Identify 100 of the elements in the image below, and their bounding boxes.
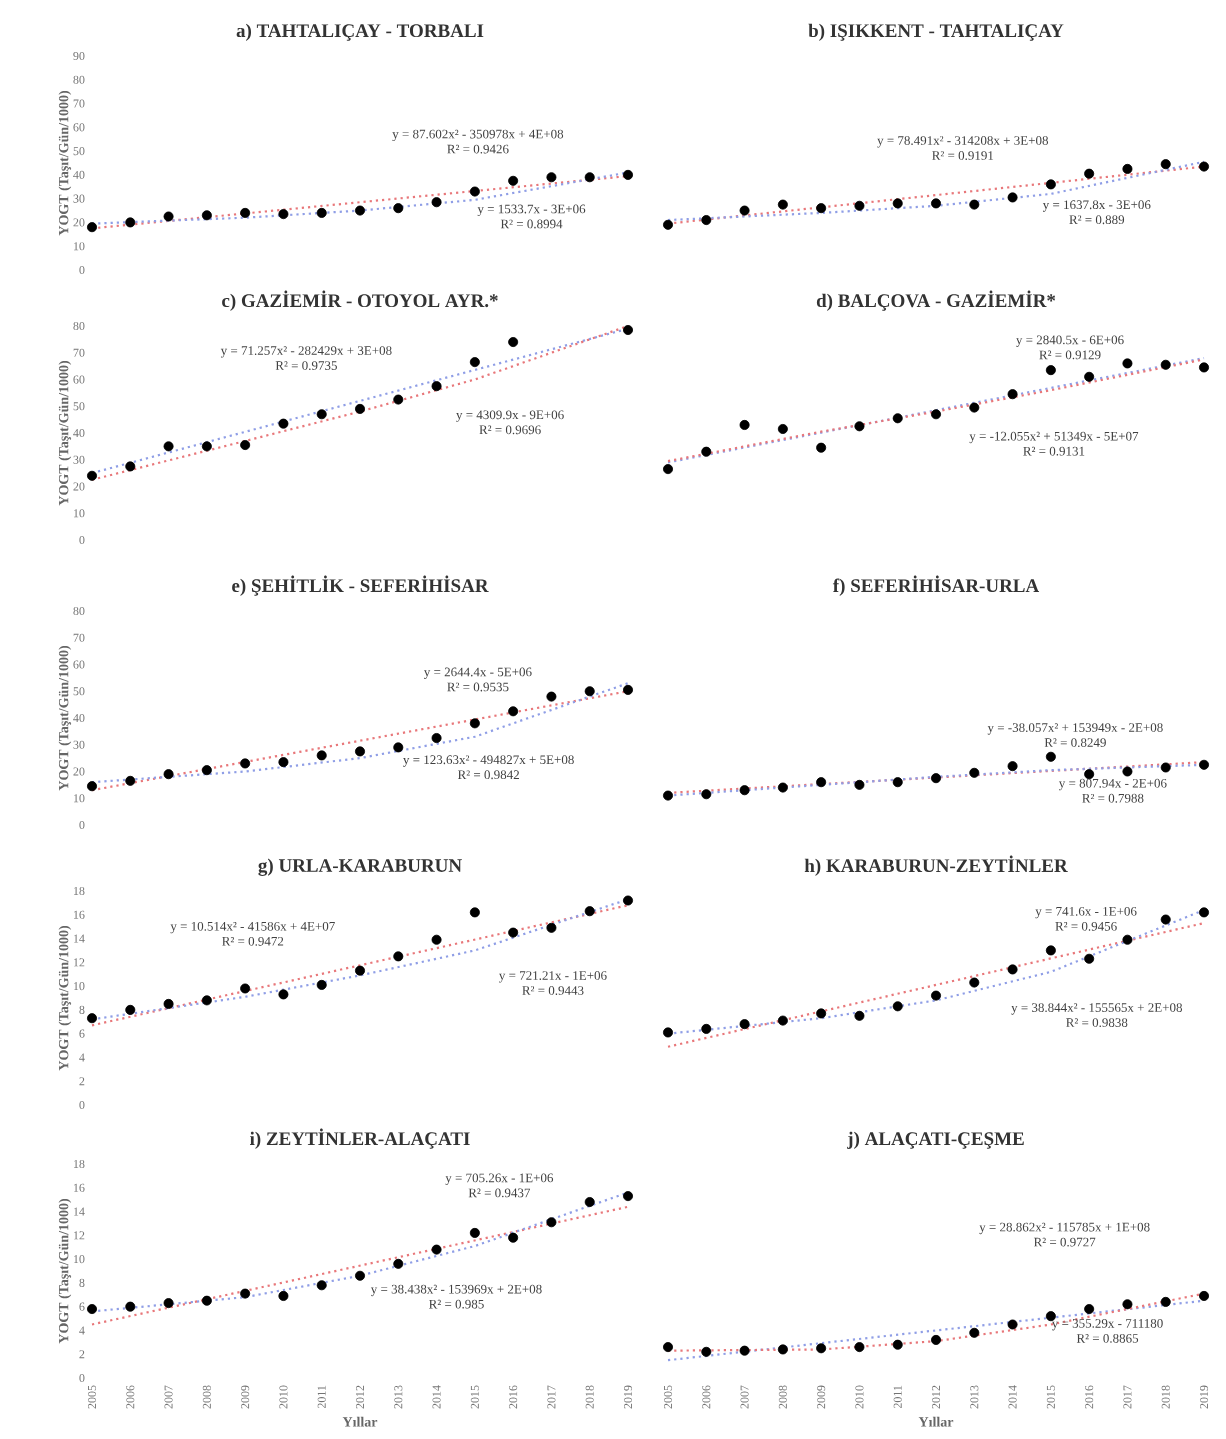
y-tick-label: 20: [73, 482, 85, 491]
point: [1007, 1319, 1018, 1330]
point: [1160, 359, 1171, 370]
point: [892, 1339, 903, 1350]
point: [1045, 945, 1056, 956]
y-tick-label: 50: [73, 687, 85, 696]
y-tick-label: 16: [74, 910, 85, 919]
chart-title: b) IŞIKKENT - TAHTALIÇAY: [808, 23, 1064, 41]
point: [393, 1258, 404, 1269]
annotation: R² = 0.9472: [222, 936, 284, 946]
annotation: R² = 0.9456: [1055, 921, 1117, 931]
annotation: y = 2644.4x - 5E+06: [423, 667, 532, 679]
point: [355, 403, 365, 414]
point: [1045, 1311, 1056, 1322]
point: [201, 765, 212, 776]
point: [431, 1244, 442, 1255]
point: [969, 402, 980, 413]
x-tick-label: 2010: [279, 1385, 288, 1409]
y-tick-label: 4: [79, 1326, 85, 1335]
point: [431, 733, 442, 744]
annotation: y = 721.21x - 1E+06: [499, 971, 607, 983]
point: [163, 1298, 174, 1309]
point: [1199, 362, 1210, 373]
x-tick-label: 2018: [585, 1385, 594, 1409]
point: [701, 215, 712, 226]
point: [1199, 1290, 1210, 1301]
annotation: R² = 0.9696: [479, 425, 541, 435]
y-tick-label: 14: [74, 934, 85, 943]
chart-title: g) URLA-KARABURUN: [258, 858, 462, 876]
point: [508, 927, 519, 938]
y-tick-label: 6: [79, 1302, 85, 1311]
annotation: y = 28.862x² - 115785x + 1E+08: [979, 1222, 1150, 1235]
point: [623, 169, 634, 180]
point: [816, 777, 827, 788]
y-tick-label: 10: [74, 1255, 85, 1264]
point: [1007, 389, 1018, 400]
point: [701, 1346, 712, 1357]
x-tick-label: 2014: [1008, 1385, 1017, 1409]
annotation: R² = 0.9842: [457, 770, 519, 780]
point: [431, 197, 442, 208]
point: [816, 1008, 827, 1019]
annotation: R² = 0.8865: [1076, 1334, 1139, 1343]
x-tick-label: 2012: [355, 1385, 365, 1409]
y-tick-label: 10: [74, 242, 85, 251]
annotation: R² = 0.985: [429, 1299, 484, 1309]
y-tick-label: 8: [79, 1278, 85, 1287]
point: [1122, 766, 1133, 777]
y-axis-title: YOGT (Taşıt/Gün/1000): [58, 925, 72, 1071]
x-tick-label: 2017: [547, 1385, 556, 1409]
chart-title: c) GAZİEMİR - OTOYOL AYR.*: [222, 290, 498, 311]
point: [201, 1295, 212, 1306]
point: [201, 995, 212, 1006]
point: [623, 895, 634, 906]
y-tick-label: 0: [79, 1100, 85, 1110]
x-tick-label: 2009: [241, 1385, 250, 1409]
annotation: y = 123.63x² - 494827x + 5E+08: [403, 755, 574, 767]
point: [508, 1232, 519, 1243]
x-tick-label: 2007: [740, 1385, 749, 1409]
y-tick-label: 80: [73, 606, 85, 616]
y-axis-title: YOGT (Taşıt/Gün/1000): [58, 645, 72, 791]
point: [1160, 914, 1171, 925]
y-tick-label: 10: [74, 794, 85, 803]
point: [469, 1227, 480, 1238]
point: [739, 419, 750, 430]
annotation: R² = 0.9426: [447, 144, 509, 154]
annotation: y = 4309.9x - 9E+06: [456, 410, 564, 422]
annotation: y = 807.94x - 2E+06: [1058, 778, 1167, 791]
x-axis-title: Yıllar: [342, 1416, 378, 1427]
point: [892, 413, 903, 424]
point: [316, 750, 327, 761]
point: [739, 1345, 750, 1356]
point: [1160, 762, 1171, 773]
point: [739, 205, 750, 216]
point: [201, 441, 212, 452]
point: [854, 779, 865, 790]
point: [355, 746, 365, 757]
point: [777, 423, 788, 434]
annotation: R² = 0.9129: [1039, 350, 1101, 360]
point: [469, 907, 480, 918]
annotation: y = 355.29x - 711180: [1051, 1319, 1163, 1331]
annotation: R² = 0.9735: [275, 361, 337, 371]
y-tick-label: 0: [79, 265, 85, 275]
x-tick-label: 2014: [432, 1385, 441, 1409]
y-tick-label: 10: [74, 982, 85, 991]
annotation: R² = 0.9535: [447, 682, 509, 692]
point: [393, 742, 404, 753]
point: [431, 934, 442, 945]
point: [87, 1304, 97, 1315]
point: [739, 785, 750, 796]
point: [431, 381, 442, 392]
point: [278, 1290, 289, 1301]
x-tick-label: 2016: [509, 1385, 518, 1409]
annotation: R² = 0.9437: [468, 1188, 531, 1198]
x-tick-label: 2012: [931, 1385, 941, 1409]
y-tick-label: 2: [79, 1077, 85, 1086]
x-tick-label: 2018: [1161, 1385, 1170, 1409]
point: [125, 1004, 136, 1015]
y-tick-label: 14: [74, 1207, 85, 1216]
y-tick-label: 90: [73, 51, 85, 61]
point: [1045, 365, 1056, 376]
